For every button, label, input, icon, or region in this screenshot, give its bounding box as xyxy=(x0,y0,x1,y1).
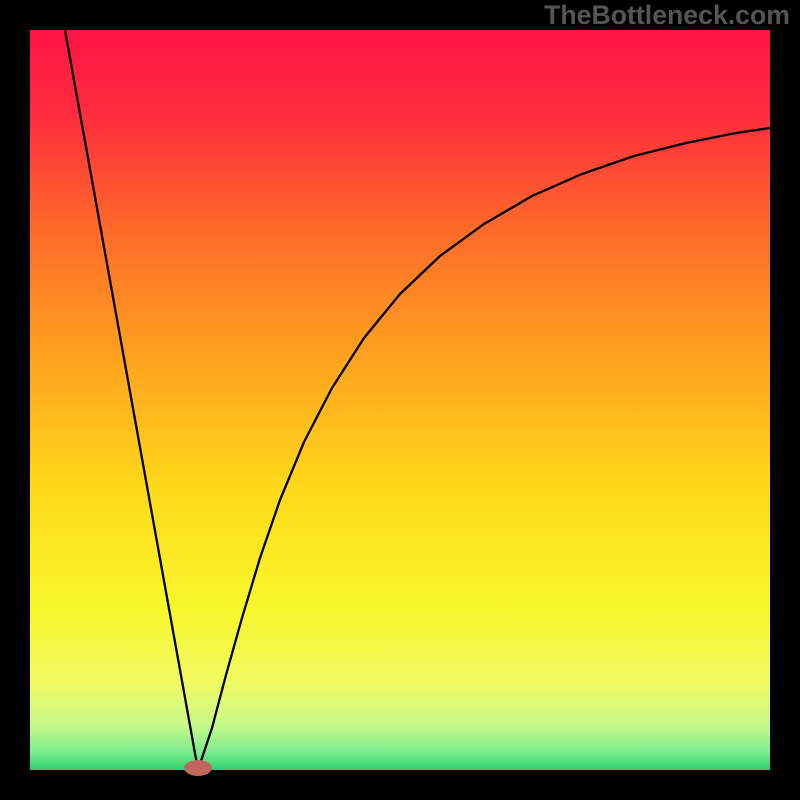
chart-svg xyxy=(0,0,800,800)
plot-area xyxy=(30,30,770,776)
minimum-marker xyxy=(184,760,212,776)
chart-root: TheBottleneck.com xyxy=(0,0,800,800)
chart-background xyxy=(30,30,770,770)
watermark-text: TheBottleneck.com xyxy=(544,0,790,31)
